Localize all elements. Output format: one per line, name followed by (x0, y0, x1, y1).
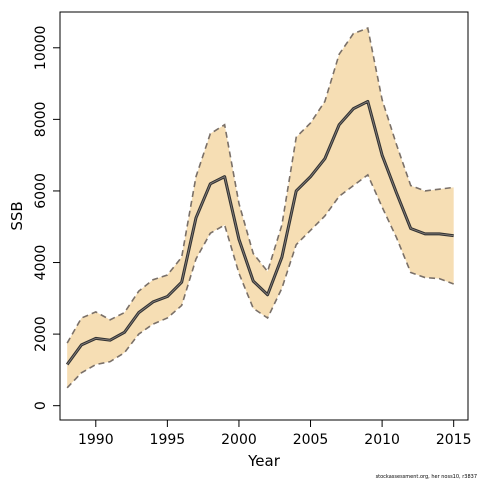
ssb-estimate-line-inner (66, 101, 454, 365)
x-axis: 1990 1995 2000 2005 2010 2015 (78, 420, 472, 448)
x-tick-label: 2005 (293, 432, 329, 448)
y-tick-label: 4000 (33, 245, 49, 281)
y-tick-label: 0 (33, 401, 49, 410)
x-tick-label: 2015 (436, 432, 472, 448)
plot-frame (59, 11, 469, 421)
confidence-band (67, 28, 454, 388)
lower-bound-line (66, 173, 454, 389)
y-axis-title: SSB (8, 201, 26, 230)
x-tick-label: 1995 (150, 432, 186, 448)
y-tick-label: 8000 (33, 102, 49, 138)
y-tick-label: 2000 (33, 316, 49, 352)
x-tick-label: 2000 (221, 432, 257, 448)
y-tick-label: 6000 (33, 173, 49, 209)
y-tick-label: 10000 (33, 26, 49, 71)
y-axis: 0 2000 4000 6000 8000 10000 (33, 26, 60, 410)
plot-area (65, 27, 454, 389)
footnote: stockassessment.org, her noss10, r3837 (376, 474, 477, 480)
x-axis-title: Year (247, 452, 281, 470)
x-tick-label: 2010 (364, 432, 400, 448)
x-tick-label: 1990 (78, 432, 114, 448)
